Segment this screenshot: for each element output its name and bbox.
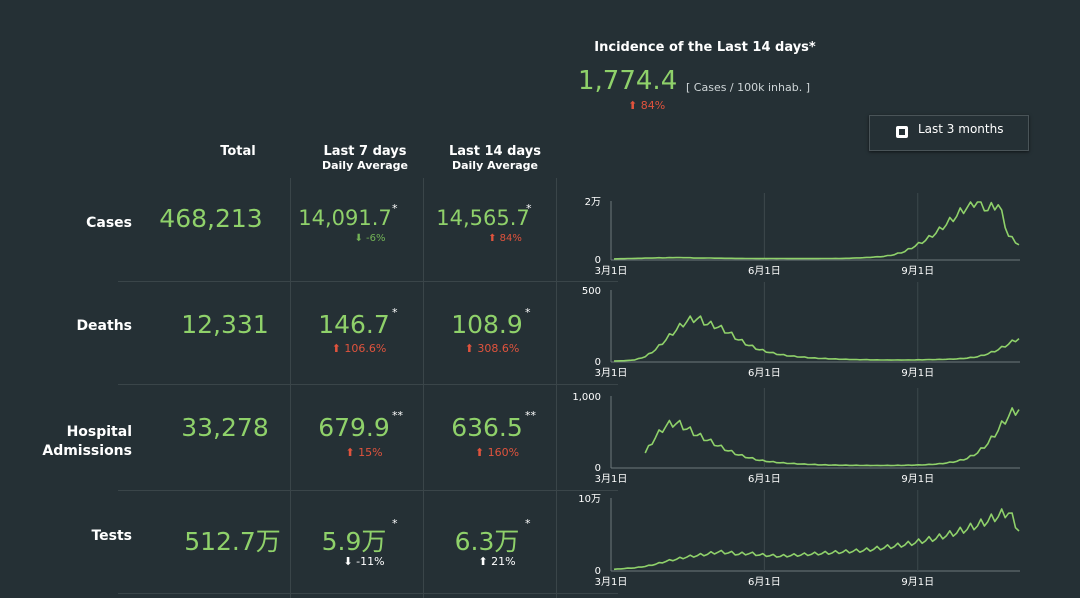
hospital-last14-mark: ** xyxy=(525,409,536,422)
chart-series-line xyxy=(644,407,1020,467)
range-toggle-label: Last 3 months xyxy=(918,122,1004,136)
deaths-last14: 108.9 xyxy=(451,310,523,339)
row-divider xyxy=(118,281,618,282)
tests-last14-change-value: 21% xyxy=(491,555,516,568)
chart-x-tick-label: 6月1日 xyxy=(748,265,781,277)
arrow-up-icon: ⬆ xyxy=(478,555,488,568)
column-header-last14-line1: Last 14 days xyxy=(448,144,542,159)
incidence-change-value: 84% xyxy=(640,99,666,112)
chart-x-tick-label: 6月1日 xyxy=(748,473,781,485)
chart-x-tick-label: 9月1日 xyxy=(901,576,934,588)
chart-y-tick-label: 0 xyxy=(595,357,601,368)
chart-x-tick-label: 3月1日 xyxy=(595,265,628,277)
tests-last7-change-value: -11% xyxy=(356,555,385,568)
tests-last14-change: ⬆ 21% xyxy=(467,555,527,568)
cases-last7: 14,091.7 xyxy=(298,206,392,230)
deaths-last7: 146.7 xyxy=(318,310,390,339)
chart-series-line xyxy=(613,201,1020,260)
deaths-last14-mark: * xyxy=(525,306,531,319)
arrow-up-icon: ⬆ xyxy=(488,233,497,244)
row-label-tests: Tests xyxy=(91,528,132,544)
row-divider xyxy=(118,384,618,385)
arrow-up-icon: ⬆ xyxy=(331,342,341,355)
row-label-hospital-admissions: Hospital Admissions xyxy=(42,423,132,461)
row-divider xyxy=(118,490,618,491)
chart-y-tick-label: 0 xyxy=(595,255,601,266)
chart-y-tick-label: 500 xyxy=(582,286,601,297)
column-header-last14-line2: Daily Average xyxy=(451,159,539,172)
chart-x-tick-label: 6月1日 xyxy=(748,367,781,379)
checkbox-icon[interactable] xyxy=(896,126,908,138)
chart-y-tick-label: 0 xyxy=(595,463,601,474)
hospital-last14-change: ⬆ 160% xyxy=(467,446,527,459)
deaths-last7-change: ⬆ 106.6% xyxy=(324,342,394,355)
column-header-last7: Last 7 days Daily Average xyxy=(300,144,430,172)
tests-last7: 5.9万 xyxy=(321,527,387,556)
arrow-up-icon: ⬆ xyxy=(464,342,474,355)
chart-y-tick-label: 10万 xyxy=(578,494,601,505)
column-divider xyxy=(556,178,557,598)
column-header-total-label: Total xyxy=(220,144,256,159)
cases-last14-change: ⬆ 84% xyxy=(475,233,535,244)
range-toggle-button[interactable]: Last 3 months xyxy=(869,115,1029,151)
incidence-value: 1,774.4 xyxy=(578,66,678,96)
chart-series-line xyxy=(613,315,1020,362)
chart-x-tick-label: 3月1日 xyxy=(595,576,628,588)
row-label-hospital-line1: Hospital xyxy=(66,424,132,440)
column-header-last14: Last 14 days Daily Average xyxy=(430,144,560,172)
row-label-deaths: Deaths xyxy=(76,318,132,334)
chart-x-tick-label: 9月1日 xyxy=(901,367,934,379)
deaths-total: 12,331 xyxy=(181,310,269,339)
hospital-last7-mark: ** xyxy=(392,409,403,422)
chart-x-tick-label: 3月1日 xyxy=(595,367,628,379)
tests-last7-mark: * xyxy=(392,517,398,530)
cases-last14: 14,565.7 xyxy=(436,206,530,230)
cases-last7-mark: * xyxy=(392,202,398,215)
row-divider xyxy=(118,593,618,594)
cases-last14-mark: * xyxy=(526,202,532,215)
chart-y-tick-label: 0 xyxy=(595,566,601,577)
tests-total: 512.7万 xyxy=(184,527,281,556)
deaths-last7-mark: * xyxy=(392,306,398,319)
tests-last14: 6.3万 xyxy=(454,527,520,556)
column-header-last7-line2: Daily Average xyxy=(321,159,409,172)
arrow-down-icon: ⬇ xyxy=(343,555,353,568)
hospital-total: 33,278 xyxy=(181,413,269,442)
cases-last14-change-value: 84% xyxy=(499,233,522,244)
arrow-up-icon: ⬆ xyxy=(628,99,638,112)
chart-y-tick-label: 2万 xyxy=(585,197,601,208)
hospital-last14-change-value: 160% xyxy=(487,446,520,459)
chart-x-tick-label: 3月1日 xyxy=(595,473,628,485)
hospital-last7-change-value: 15% xyxy=(358,446,383,459)
chart-x-tick-label: 9月1日 xyxy=(901,265,934,277)
tests-last14-mark: * xyxy=(525,517,531,530)
hospital-last14: 636.5 xyxy=(451,413,523,442)
deaths-last7-change-value: 106.6% xyxy=(344,342,387,355)
incidence-unit: [ Cases / 100k inhab. ] xyxy=(686,81,811,94)
chart-y-tick-label: 1,000 xyxy=(572,392,601,403)
cases-last7-change-value: -6% xyxy=(366,233,386,244)
cases-total: 468,213 xyxy=(159,204,263,233)
hospital-last7-change: ⬆ 15% xyxy=(334,446,394,459)
hospital-last7: 679.9 xyxy=(318,413,390,442)
tests-last7-change: ⬇ -11% xyxy=(334,555,394,568)
column-header-last7-line1: Last 7 days xyxy=(323,144,407,159)
incidence-title: Incidence of the Last 14 days* xyxy=(594,40,816,55)
chart-x-tick-label: 6月1日 xyxy=(748,576,781,588)
column-divider xyxy=(423,178,424,598)
arrow-up-icon: ⬆ xyxy=(474,446,485,459)
chart-x-tick-label: 9月1日 xyxy=(901,473,934,485)
column-divider xyxy=(290,178,291,598)
deaths-last14-change-value: 308.6% xyxy=(477,342,520,355)
deaths-last14-change: ⬆ 308.6% xyxy=(457,342,527,355)
arrow-up-icon: ⬆ xyxy=(345,446,355,459)
chart-series-line xyxy=(613,508,1020,571)
incidence-change: ⬆ 84% xyxy=(628,99,665,112)
column-header-total: Total xyxy=(188,144,288,159)
row-label-hospital-line2: Admissions xyxy=(42,443,132,459)
row-label-cases: Cases xyxy=(86,215,132,231)
cases-last7-change: ⬇ -6% xyxy=(340,233,400,244)
arrow-down-icon: ⬇ xyxy=(354,233,363,244)
